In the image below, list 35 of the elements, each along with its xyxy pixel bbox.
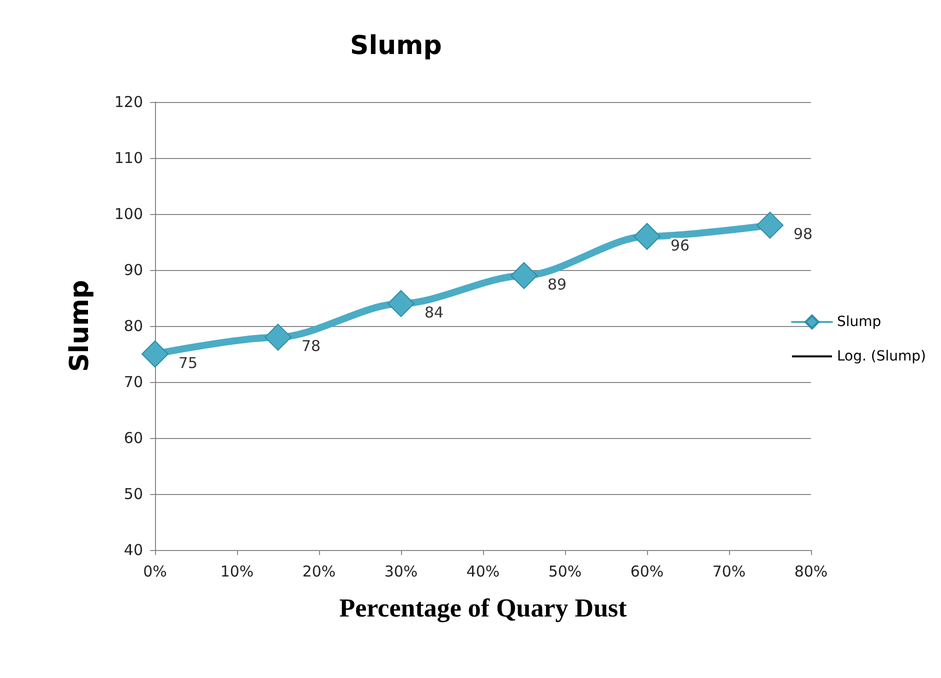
x-tick-label: 50% [548,562,582,580]
y-tick-label: 120 [114,93,143,111]
point [142,340,168,368]
legend-label: Log. (Slump) [836,348,926,364]
x-tick-label: 60% [630,562,664,580]
x-tick-label: 30% [384,562,418,580]
y-tick-label: 110 [114,149,143,167]
data-label: 89 [548,276,567,294]
y-tick-label: 100 [114,205,143,223]
y-tick-label: 90 [124,261,143,279]
chart-title: Slump [350,31,442,61]
point [388,290,414,318]
x-tick-label: 80% [794,562,828,580]
x-axis-title: Percentage of Quary Dust [339,594,628,622]
y-tick-label: 50 [124,485,143,503]
point [634,222,660,250]
y-tick-label: 70 [124,373,143,391]
data-label: 96 [670,236,690,254]
y-axis-title: Slump [65,280,95,372]
point [756,212,784,239]
x-tick-label: 20% [302,562,336,580]
legend-label: Slump [836,314,882,330]
y-tick-label: 60 [124,429,143,447]
data-label: 78 [302,337,321,356]
point [510,262,538,290]
y-tick-label: 40 [124,541,143,559]
point [264,324,292,351]
data-label: 84 [424,304,444,322]
data-label: 98 [794,225,813,244]
x-tick-label: 40% [466,562,500,580]
x-tick-label: 10% [220,562,254,580]
y-tick-label: 80 [124,317,143,335]
data-label: 75 [178,354,198,372]
x-tick-label: 0% [143,562,167,580]
x-tick-label: 70% [712,562,746,580]
